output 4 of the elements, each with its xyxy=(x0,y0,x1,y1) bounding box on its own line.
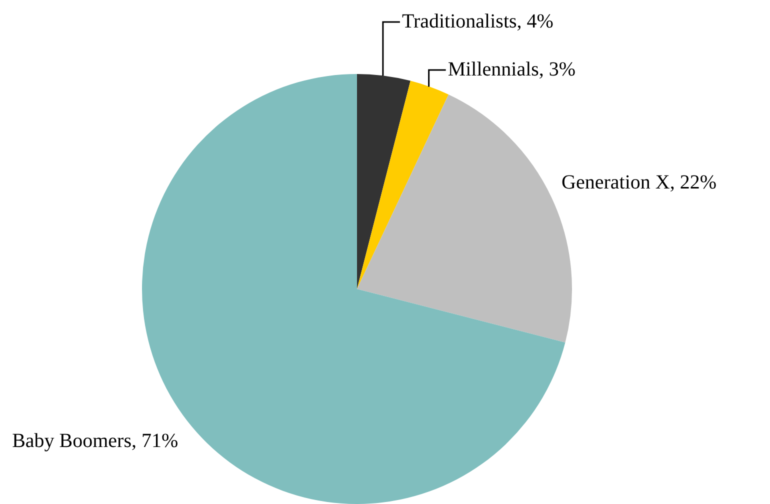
slice-label: Baby Boomers, 71% xyxy=(11,428,180,454)
slice-label: Millennials, 3% xyxy=(448,58,576,80)
slice-label: Generation X, 22% xyxy=(562,172,716,194)
slice-label: Traditionalists, 4% xyxy=(402,10,554,32)
